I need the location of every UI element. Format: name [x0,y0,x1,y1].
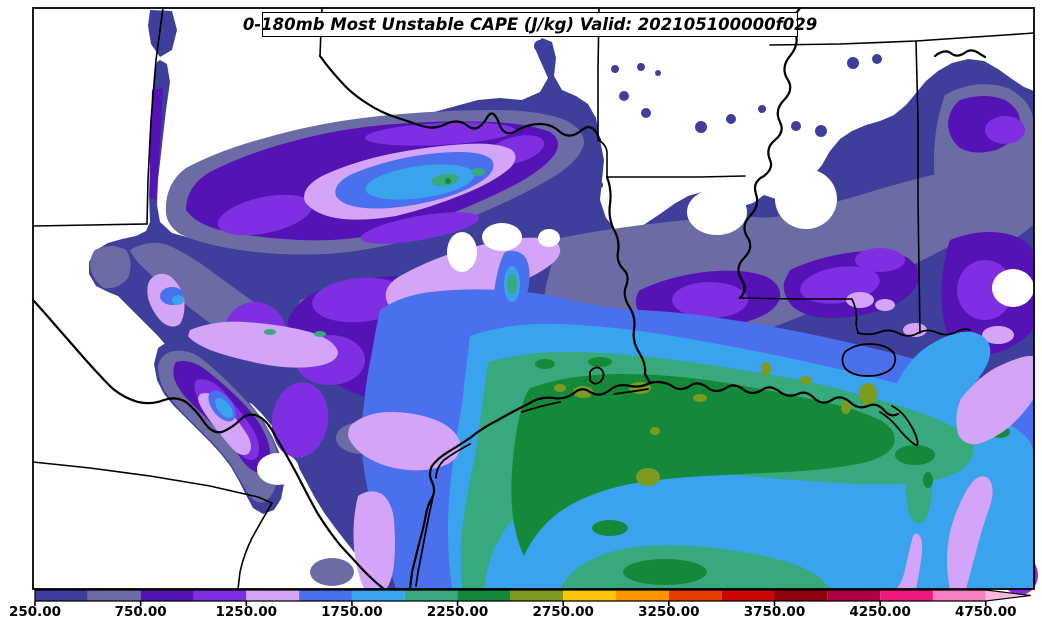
lake-pontchartrain [841,343,897,377]
colorbar-segment-500 [87,590,141,601]
colorbar-segment-3750 [774,590,828,601]
colorbar-tick-label-250: 250.00 [8,604,62,620]
colorbar-segment-3500 [721,590,775,601]
border-newmexico-texas-horizontal [32,223,148,227]
mississippi-gulf-coast [857,328,971,337]
colorbar-segment-1750 [351,590,405,601]
state-borders [32,7,1035,590]
colorbar-segment-2500 [510,590,564,601]
colorbar-segment-4250 [880,590,933,601]
colorbar-tick-label-2250: 2250.00 [426,604,489,620]
map-frame [32,7,1035,590]
colorbar-segment-3250 [668,590,722,601]
colorbar-tick-label-4750: 4750.00 [955,604,1017,620]
rio-grande-us-mexico-border [31,298,386,591]
colorbar-segment-4000 [827,590,881,601]
colorbar-tick-label-2750: 2750.00 [532,604,594,620]
plot-title-box: 0-180mb Most Unstable CAPE (J/kg) Valid:… [243,12,817,37]
colorbar-segment-2000 [404,590,458,601]
colorbar-tick-label-3750: 3750.00 [743,604,806,620]
colorbar-segment-750 [140,590,194,601]
sabine-river-texas-louisiana [605,175,652,385]
rivers-and-coastlines [31,6,987,591]
colorbar-segment-1250 [246,590,300,601]
colorbar-segment-1500 [299,590,352,601]
border-newmexico-texas-vertical [146,7,164,225]
mississippi-delta [879,405,919,446]
louisiana-coastline [648,380,900,417]
tennessee-river [933,49,987,59]
colorbar-tick-label-4250: 4250.00 [849,604,911,620]
border-arkansas-louisiana [606,175,746,178]
galveston-bay [589,366,605,385]
texas-coastline [408,381,652,591]
colorbar-extend-arrow [985,590,1031,601]
texas-barrier-islands [415,388,649,587]
colorbar-segment-2250 [457,590,511,601]
colorbar-segment-4500 [932,590,986,601]
cape-filled-contours [89,10,1038,595]
red-river [318,54,602,142]
border-louisiana-mississippi-31n [739,297,859,334]
colorbar-segment-3000 [616,590,669,601]
geography-lines [31,6,1035,591]
colorbar-tick-label-750: 750.00 [114,604,167,620]
colorbar-tick-label-3250: 3250.00 [638,604,700,620]
border-tennessee-line [769,32,1035,46]
colorbar-tick-label-1250: 1250.00 [215,604,278,620]
colorbar-outline [34,589,1031,602]
plot-title: 0-180mb Most Unstable CAPE (J/kg) Valid:… [242,15,818,34]
colorbar-segment-2750 [563,590,617,601]
mississippi-river [737,6,802,300]
colorbar [34,589,1031,606]
colorbar-segment-250 [35,590,88,601]
border-mexican-states [32,461,273,590]
colorbar-segment-1000 [193,590,247,601]
colorbar-tick-label-1750: 1750.00 [321,604,383,620]
border-mississippi-alabama [915,40,921,334]
